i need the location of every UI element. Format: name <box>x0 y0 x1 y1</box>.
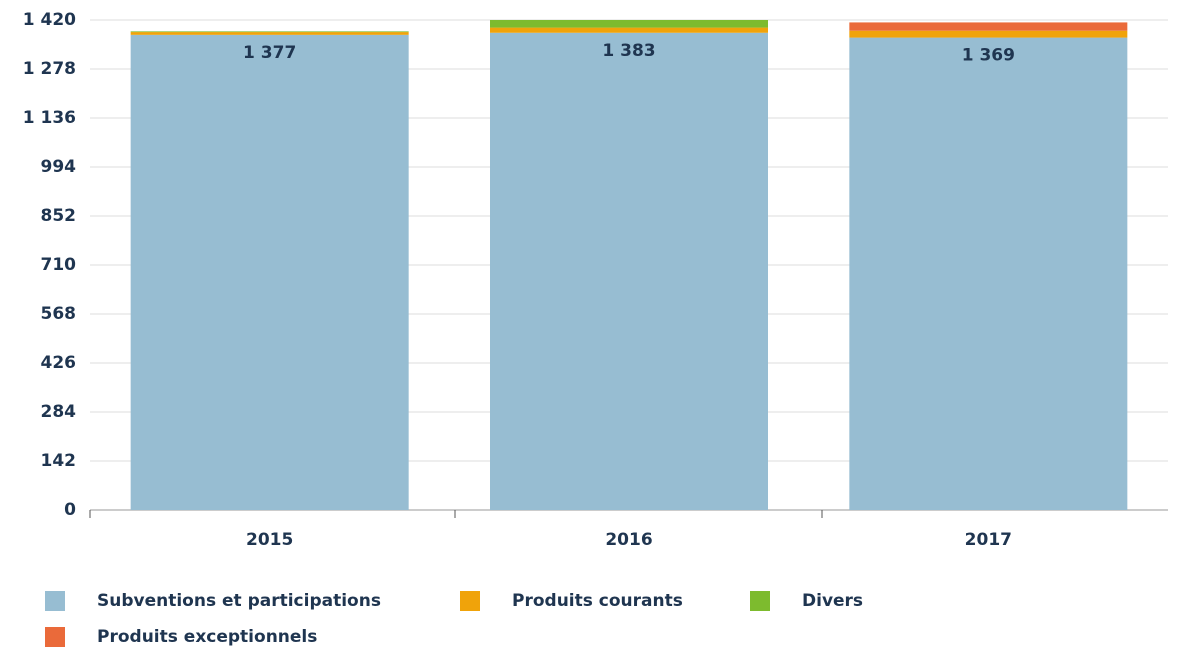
data-label: 1 377 <box>243 43 296 63</box>
y-tick-label: 284 <box>41 402 77 422</box>
y-tick-label: 1 278 <box>23 59 76 79</box>
x-tick-label: 2016 <box>605 530 652 550</box>
bar-segment <box>849 22 1128 31</box>
legend-swatch <box>460 591 480 611</box>
y-tick-label: 852 <box>41 206 77 226</box>
bar-segment <box>849 37 1128 510</box>
legend-swatch <box>45 591 65 611</box>
y-tick-label: 1 420 <box>23 10 76 30</box>
x-tick-label: 2017 <box>965 530 1012 550</box>
y-tick-label: 1 136 <box>23 108 76 128</box>
legend-label: Divers <box>802 591 863 611</box>
legend-label: Produits courants <box>512 591 683 611</box>
data-label: 1 383 <box>602 41 655 61</box>
y-tick-label: 426 <box>41 353 77 373</box>
bar-segment <box>130 34 409 511</box>
legend-swatch <box>45 627 65 647</box>
bar-segment <box>849 30 1128 38</box>
bar-segment <box>490 20 768 28</box>
y-tick-label: 0 <box>64 500 76 520</box>
bar-segment <box>490 32 768 510</box>
x-tick-label: 2015 <box>246 530 293 550</box>
y-tick-label: 710 <box>41 255 77 275</box>
bar-segment <box>490 27 768 33</box>
bar-segment <box>130 31 409 33</box>
legend-label: Subventions et participations <box>97 591 381 611</box>
y-tick-label: 994 <box>41 157 77 177</box>
bar-segment <box>130 32 409 35</box>
y-tick-label: 142 <box>41 451 77 471</box>
legend-label: Produits exceptionnels <box>97 627 317 647</box>
legend-swatch <box>750 591 770 611</box>
y-tick-label: 568 <box>41 304 77 324</box>
data-label: 1 369 <box>962 46 1015 66</box>
